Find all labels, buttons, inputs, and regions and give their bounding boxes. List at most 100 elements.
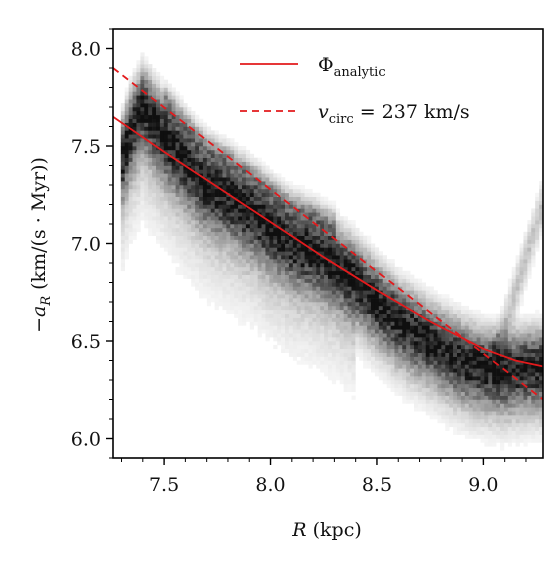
density-cell [527, 243, 532, 248]
density-cell [238, 161, 243, 166]
density-cell [269, 227, 274, 233]
density-cell [523, 270, 528, 275]
density-cell [238, 290, 243, 295]
density-cell [445, 305, 450, 311]
density-cell [316, 344, 321, 350]
density-cell [163, 142, 169, 147]
density-cell [390, 270, 395, 275]
density-cell [214, 188, 219, 194]
density-cell [382, 266, 387, 272]
density-cell [480, 325, 485, 330]
density-cell [277, 227, 282, 233]
density-cell [402, 337, 407, 342]
density-cell [230, 286, 235, 291]
density-cell [261, 317, 266, 322]
density-cell [234, 149, 239, 155]
density-cell [206, 134, 212, 139]
density-cell [152, 149, 157, 155]
density-cell [269, 333, 274, 338]
density-cell [519, 415, 524, 420]
density-cell [159, 126, 165, 131]
density-cell [253, 286, 258, 291]
density-cell [468, 372, 473, 377]
density-cell [312, 192, 317, 197]
density-cell [515, 368, 520, 373]
density-cell [488, 325, 493, 330]
density-cell [206, 200, 212, 205]
density-cell [378, 298, 384, 303]
density-cell [402, 321, 407, 326]
density-cell [195, 239, 200, 244]
density-cell [492, 403, 497, 408]
density-cell [156, 107, 161, 112]
density-cell [312, 341, 317, 346]
density-cell [441, 356, 446, 361]
density-cell [386, 348, 391, 353]
density-cell [226, 142, 231, 147]
density-cell [324, 247, 329, 252]
density-cell [488, 434, 493, 439]
density-cell [398, 290, 403, 295]
density-cell [312, 255, 317, 260]
density-cell [331, 278, 337, 283]
density-cell [183, 216, 188, 221]
density-cell [214, 130, 219, 135]
density-cell [245, 294, 251, 299]
density-cell [304, 298, 309, 303]
density-cell [316, 192, 321, 197]
density-cell [335, 286, 341, 291]
density-cell [472, 403, 477, 408]
density-cell [136, 196, 141, 201]
density-cell [347, 243, 352, 248]
density-cell [453, 419, 458, 424]
density-cell [324, 368, 329, 373]
density-cell [449, 422, 454, 428]
density-cell [288, 329, 294, 334]
density-cell [292, 185, 298, 190]
density-cell [292, 220, 298, 225]
density-cell [288, 294, 294, 299]
density-cell [281, 329, 286, 334]
density-cell [245, 290, 251, 295]
density-cell [292, 227, 298, 233]
density-cell [222, 247, 227, 252]
density-cell [335, 243, 341, 248]
density-cell [273, 305, 278, 311]
density-cell [316, 356, 321, 361]
density-cell [371, 360, 376, 365]
density-cell [257, 298, 262, 303]
density-cell [179, 235, 184, 240]
density-cell [230, 263, 235, 268]
density-cell [527, 251, 532, 256]
density-cell [245, 177, 251, 182]
density-cell [261, 188, 266, 194]
density-cell [312, 348, 317, 353]
density-cell [320, 341, 325, 346]
density-cell [328, 313, 333, 318]
density-cell [179, 142, 184, 147]
density-cell [140, 56, 145, 61]
density-cell [238, 181, 243, 186]
density-cell [230, 200, 235, 205]
density-cell [390, 348, 395, 353]
density-cell [343, 302, 348, 307]
density-cell [156, 231, 161, 236]
density-cell [355, 239, 360, 244]
density-cell [507, 282, 513, 287]
density-cell [523, 235, 528, 240]
density-cell [476, 356, 481, 361]
density-cell [175, 138, 180, 143]
density-cell [156, 149, 161, 155]
density-cell [159, 146, 165, 151]
density-cell [414, 282, 419, 287]
density-cell [324, 278, 329, 283]
density-cell [296, 282, 301, 287]
density-cell [331, 290, 337, 295]
density-cell [171, 255, 176, 260]
density-cell [394, 305, 399, 311]
density-cell [351, 274, 356, 279]
density-cell [159, 216, 165, 221]
density-cell [417, 403, 423, 408]
density-cell [148, 107, 153, 112]
density-cell [206, 227, 212, 233]
